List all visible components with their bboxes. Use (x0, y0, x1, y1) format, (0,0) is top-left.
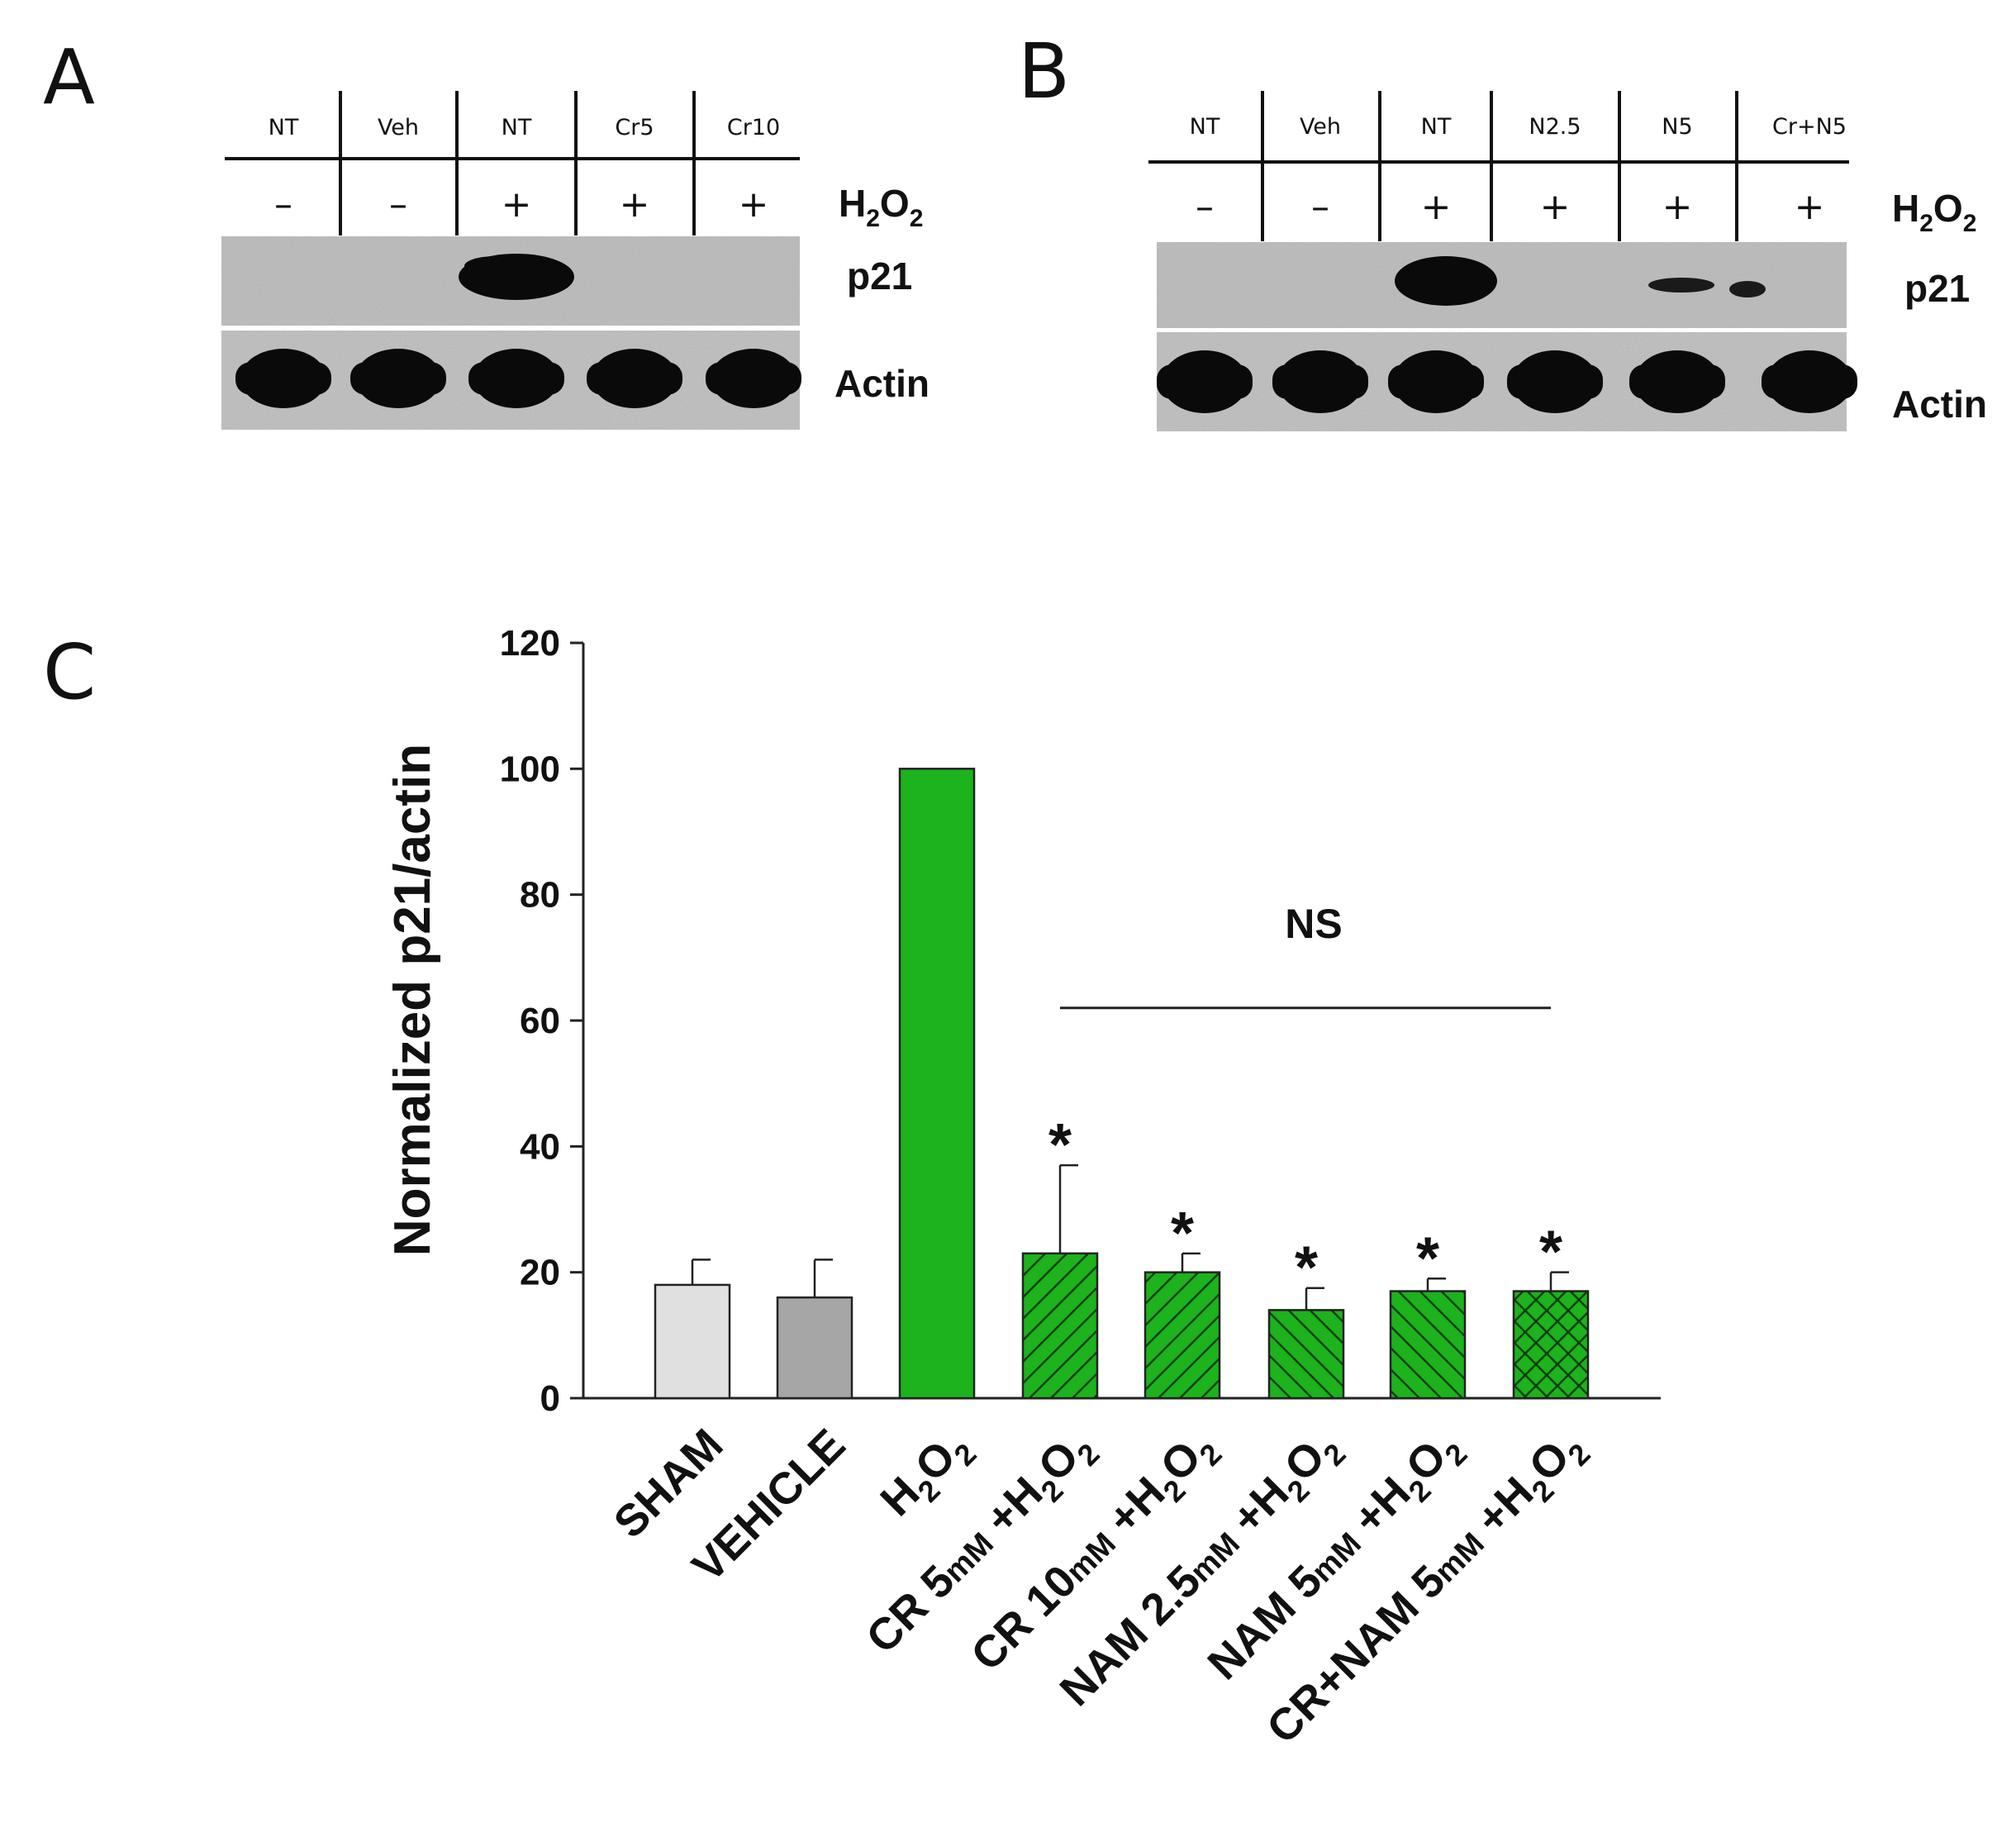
ns-label: NS (1285, 901, 1342, 947)
y-tick-label: 80 (520, 875, 560, 916)
y-tick-label: 20 (520, 1253, 560, 1293)
bar (1512, 1290, 1590, 1400)
significance-star: * (1171, 1201, 1194, 1267)
treatment-sign: + (502, 183, 532, 226)
panel-a-actin-label: Actin (834, 362, 930, 405)
lane-label: Veh (1300, 114, 1341, 140)
significance-star: * (1295, 1235, 1318, 1301)
panel-c: C Normalized p21/actin 0 20 40 60 80 100 120 *… (43, 623, 1661, 1753)
y-tick-label: 120 (500, 623, 560, 664)
panel-c-letter: C (43, 628, 96, 716)
panel-a-treatment-signs: – – + + + (274, 183, 768, 226)
panel-b-lane-labels: NT Veh NT N2.5 N5 Cr+N5 (1190, 114, 1847, 140)
bar (898, 768, 976, 1400)
bar (1389, 1290, 1467, 1400)
lane-label: NT (502, 115, 532, 140)
panel-a-actin-blot (221, 331, 801, 430)
panel-a: A NT Veh NT Cr5 Cr10 – – + + + H2O2 p21 Actin (43, 33, 930, 430)
treatment-sign: – (1311, 186, 1329, 228)
significance-star: * (1539, 1220, 1562, 1286)
panel-b: B NT Veh NT N2.5 N5 Cr+N5 – – + + + + H2O2 p21 Act… (1018, 27, 1987, 431)
lane-label: Cr+N5 (1772, 114, 1847, 140)
panel-b-treatment-signs: – – + + + + (1196, 186, 1824, 228)
bar (654, 1283, 731, 1400)
y-tick-label: 100 (500, 749, 560, 789)
treatment-sign: + (1795, 186, 1825, 228)
panel-a-lane-labels: NT Veh NT Cr5 Cr10 (269, 115, 781, 140)
treatment-sign: – (389, 183, 407, 226)
panel-a-letter: A (43, 33, 95, 121)
panel-a-p21-label: p21 (847, 255, 912, 297)
bar (1021, 1252, 1099, 1400)
lane-label: NT (1421, 114, 1452, 140)
treatment-sign: + (739, 183, 769, 226)
treatment-sign: + (1421, 186, 1452, 228)
chart-axes: 0 20 40 60 80 100 120 (500, 623, 1661, 1419)
treatment-sign: + (1662, 186, 1693, 228)
bar (1267, 1309, 1345, 1400)
y-tick-label: 0 (540, 1378, 560, 1419)
panel-b-letter: B (1018, 27, 1070, 116)
panel-a-h2o2-label: H2O2 (839, 182, 923, 232)
panel-b-actin-label: Actin (1892, 383, 1987, 426)
bar (776, 1296, 853, 1400)
ns-bracket: NS (1060, 901, 1551, 1010)
lane-label: Veh (378, 115, 419, 140)
significance-star: * (1416, 1225, 1439, 1292)
panel-b-p21-label: p21 (1904, 267, 1970, 310)
p21-band (1395, 256, 1497, 306)
lane-label: N2.5 (1529, 114, 1581, 140)
treatment-sign: + (620, 183, 650, 226)
panel-a-lane-grid (225, 91, 800, 236)
panel-b-actin-blot (1157, 332, 1857, 431)
category-label: H2O2 (871, 1420, 982, 1531)
y-tick-label: 40 (520, 1126, 560, 1167)
panel-b-lane-grid (1148, 91, 1849, 241)
treatment-sign: – (1196, 186, 1214, 228)
treatment-sign: + (1540, 186, 1571, 228)
panel-b-p21-blot (1157, 242, 1847, 328)
y-axis-label: Normalized p21/actin (384, 744, 441, 1256)
y-tick-label: 60 (520, 1001, 560, 1041)
lane-label: Cr10 (727, 115, 780, 140)
panel-a-p21-blot (221, 236, 800, 326)
treatment-sign: – (274, 183, 292, 226)
lane-label: NT (269, 115, 299, 140)
lane-label: NT (1190, 114, 1220, 140)
bar (1144, 1271, 1221, 1400)
lane-label: N5 (1662, 114, 1692, 140)
lane-label: Cr5 (615, 115, 654, 140)
significance-star: * (1048, 1112, 1072, 1178)
panel-b-h2o2-label: H2O2 (1892, 187, 1976, 237)
chart-bars: * * * * * (654, 768, 1590, 1400)
